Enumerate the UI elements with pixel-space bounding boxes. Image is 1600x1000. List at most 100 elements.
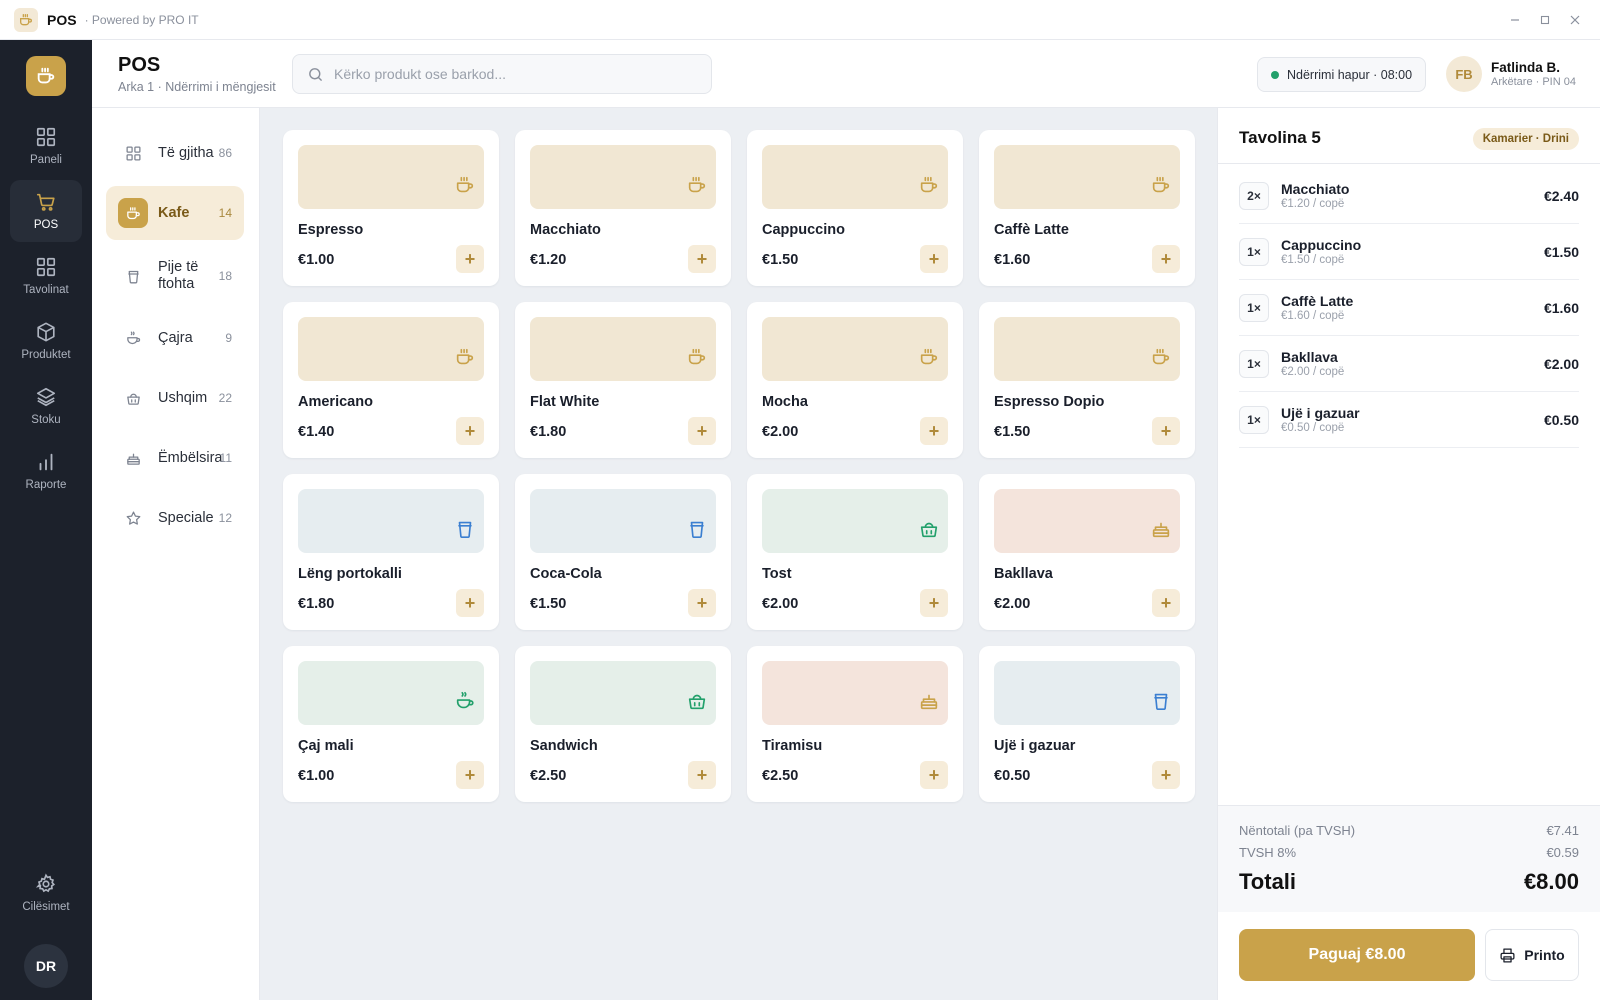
add-to-order-button[interactable]: +: [1152, 245, 1180, 273]
category-icon: [118, 261, 148, 291]
category-te-gjitha[interactable]: Të gjitha 86: [106, 126, 244, 180]
product-card-uje-i-gazuar[interactable]: Ujë i gazuar €0.50 +: [979, 646, 1195, 802]
user-avatar[interactable]: DR: [24, 944, 68, 988]
product-card-coca-cola[interactable]: Coca-Cola €1.50 +: [515, 474, 731, 630]
category-count: 9: [225, 331, 232, 345]
product-card-tiramisu[interactable]: Tiramisu €2.50 +: [747, 646, 963, 802]
product-price: €1.80: [530, 424, 567, 440]
page-subtitle: Arka 1 · Ndërrimi i mëngjesit: [118, 80, 276, 94]
product-card-flat-white[interactable]: Flat White €1.80 +: [515, 302, 731, 458]
category-pije-te-ftohta[interactable]: Pije të ftohta 18: [106, 249, 244, 303]
product-grid: Espresso €1.00 + Macchiato €1.20 + Cappuccino €…: [260, 108, 1217, 1000]
tea-icon: [456, 691, 474, 709]
product-name: Tost: [762, 566, 792, 582]
order-line[interactable]: 2× Macchiato €1.20 / copë €2.40: [1239, 168, 1579, 224]
product-card-bakllava[interactable]: Bakllava €2.00 +: [979, 474, 1195, 630]
product-price: €1.50: [994, 424, 1031, 440]
add-to-order-button[interactable]: +: [688, 589, 716, 617]
category-icon: [118, 503, 148, 533]
product-price: €1.60: [994, 252, 1031, 268]
category-embelsira[interactable]: Ëmbëlsira 11: [106, 431, 244, 485]
print-button[interactable]: Printo: [1485, 929, 1579, 981]
nav-item-pos[interactable]: POS: [10, 180, 82, 242]
line-unit-price: €2.00 / copë: [1281, 366, 1345, 378]
nav-item-label: Paneli: [30, 154, 62, 166]
maximize-button[interactable]: [1530, 5, 1560, 35]
user-avatar[interactable]: FB: [1446, 56, 1482, 92]
order-line[interactable]: 1× Bakllava €2.00 / copë €2.00: [1239, 336, 1579, 392]
nav-item-stoku[interactable]: Stoku: [10, 375, 82, 437]
user-role: Arkëtare · PIN 04: [1491, 76, 1576, 88]
product-card-americano[interactable]: Americano €1.40 +: [283, 302, 499, 458]
totals-box: Nëntotali (pa TVSH) €7.41 TVSH 8% €0.59 …: [1218, 805, 1600, 912]
product-card-espresso-dopio[interactable]: Espresso Dopio €1.50 +: [979, 302, 1195, 458]
nav-item-tavolinat[interactable]: Tavolinat: [10, 245, 82, 307]
close-button[interactable]: [1560, 5, 1590, 35]
add-to-order-button[interactable]: +: [1152, 589, 1180, 617]
product-card-mocha[interactable]: Mocha €2.00 +: [747, 302, 963, 458]
product-price: €1.80: [298, 596, 335, 612]
line-total: €1.50: [1543, 244, 1579, 260]
minimize-button[interactable]: [1500, 5, 1530, 35]
product-card-leng-portokalli[interactable]: Lëng portokalli €1.80 +: [283, 474, 499, 630]
line-quantity[interactable]: 2×: [1239, 182, 1269, 210]
add-to-order-button[interactable]: +: [920, 417, 948, 445]
category-kafe[interactable]: Kafe 14: [106, 186, 244, 240]
add-to-order-button[interactable]: +: [688, 761, 716, 789]
vat-label: TVSH 8%: [1239, 845, 1297, 860]
add-to-order-button[interactable]: +: [920, 589, 948, 617]
nav-item-raporte[interactable]: Raporte: [10, 440, 82, 502]
order-line[interactable]: 1× Cappuccino €1.50 / copë €1.50: [1239, 224, 1579, 280]
add-to-order-button[interactable]: +: [688, 245, 716, 273]
category-speciale[interactable]: Speciale 12: [106, 491, 244, 545]
product-card-caffe-latte[interactable]: Caffè Latte €1.60 +: [979, 130, 1195, 286]
line-quantity[interactable]: 1×: [1239, 238, 1269, 266]
add-to-order-button[interactable]: +: [456, 417, 484, 445]
order-line[interactable]: 1× Caffè Latte €1.60 / copë €1.60: [1239, 280, 1579, 336]
shift-status[interactable]: Ndërrimi hapur · 08:00: [1257, 57, 1427, 92]
pay-button[interactable]: Paguaj €8.00: [1239, 929, 1475, 981]
line-quantity[interactable]: 1×: [1239, 294, 1269, 322]
add-to-order-button[interactable]: +: [1152, 761, 1180, 789]
cart-icon: [36, 193, 55, 211]
nav-item-produktet[interactable]: Produktet: [10, 310, 82, 372]
nav-item-paneli[interactable]: Paneli: [10, 115, 82, 177]
add-to-order-button[interactable]: +: [688, 417, 716, 445]
coffee-cup-icon: [920, 176, 938, 193]
product-card-cappuccino[interactable]: Cappuccino €1.50 +: [747, 130, 963, 286]
add-to-order-button[interactable]: +: [456, 761, 484, 789]
add-to-order-button[interactable]: +: [920, 245, 948, 273]
product-card-caj-mali[interactable]: Çaj mali €1.00 +: [283, 646, 499, 802]
tea-icon: [126, 330, 140, 344]
nav-item-label: POS: [33, 219, 59, 231]
search-box[interactable]: [292, 54, 712, 94]
food-bag-icon: [126, 393, 140, 405]
add-to-order-button[interactable]: +: [1152, 417, 1180, 445]
category-cajra[interactable]: Çajra 9: [106, 311, 244, 365]
line-quantity[interactable]: 1×: [1239, 350, 1269, 378]
order-header: Tavolina 5 Kamarier · Drini: [1218, 108, 1600, 164]
product-name: Americano: [298, 394, 373, 410]
product-card-sandwich[interactable]: Sandwich €2.50 +: [515, 646, 731, 802]
cup-icon: [458, 521, 472, 538]
product-card-tost[interactable]: Tost €2.00 +: [747, 474, 963, 630]
product-price: €1.00: [298, 252, 335, 268]
search-input[interactable]: [334, 66, 694, 82]
category-count: 12: [218, 511, 232, 525]
vat-value: €0.59: [1546, 845, 1579, 860]
product-name: Mocha: [762, 394, 808, 410]
product-card-espresso[interactable]: Espresso €1.00 +: [283, 130, 499, 286]
category-label: Ushqim: [158, 389, 208, 406]
add-to-order-button[interactable]: +: [456, 245, 484, 273]
layers-icon: [36, 387, 56, 407]
coffee-cup-icon: [920, 348, 938, 365]
line-quantity[interactable]: 1×: [1239, 406, 1269, 434]
nav-item-settings[interactable]: Cilësimet: [10, 862, 82, 924]
order-line[interactable]: 1× Ujë i gazuar €0.50 / copë €0.50: [1239, 392, 1579, 448]
category-ushqim[interactable]: Ushqim 22: [106, 371, 244, 425]
grid-icon: [125, 145, 141, 161]
add-to-order-button[interactable]: +: [920, 761, 948, 789]
add-to-order-button[interactable]: +: [456, 589, 484, 617]
product-thumbnail: [762, 489, 948, 553]
product-card-macchiato[interactable]: Macchiato €1.20 +: [515, 130, 731, 286]
